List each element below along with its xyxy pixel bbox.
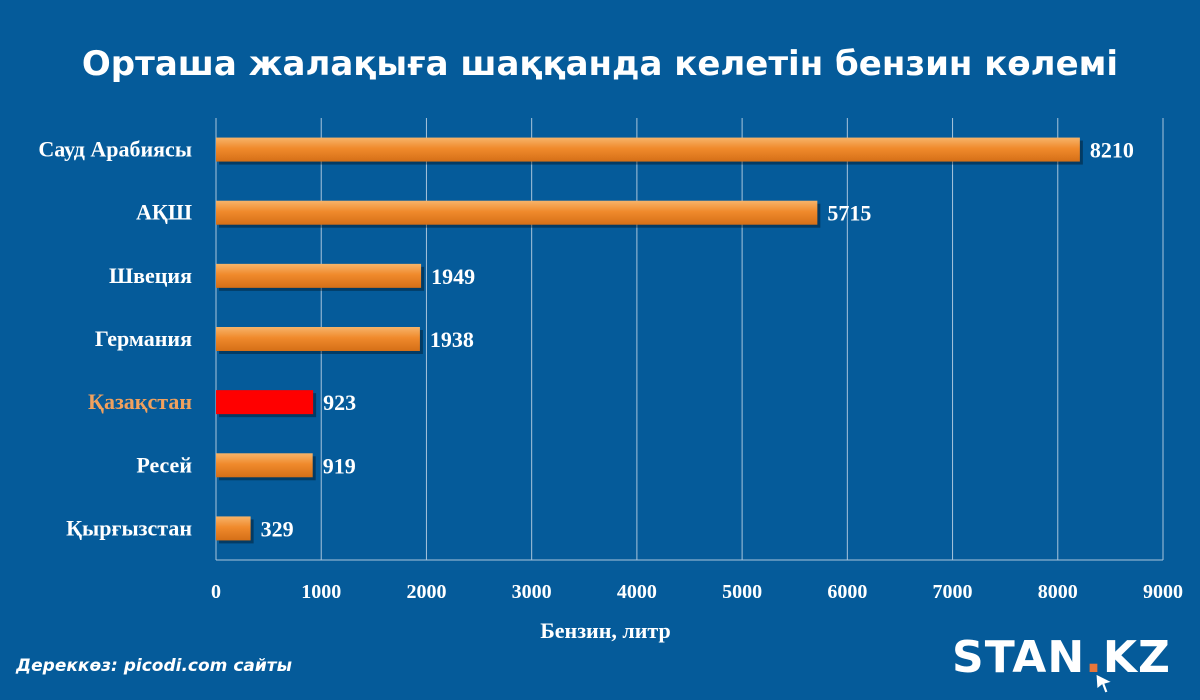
bar xyxy=(216,137,1080,162)
x-tick-label: 6000 xyxy=(827,581,867,603)
stan-kz-logo: STAN.KZ xyxy=(952,632,1171,683)
bars xyxy=(216,137,1083,544)
x-tick-label: 0 xyxy=(211,581,221,603)
data-label: 923 xyxy=(323,390,356,415)
x-tick-label: 2000 xyxy=(406,581,446,603)
category-label: Швеция xyxy=(109,263,192,288)
data-label: 329 xyxy=(261,516,294,541)
bar xyxy=(216,516,251,541)
x-tick-label: 9000 xyxy=(1143,581,1183,603)
x-tick-label: 1000 xyxy=(301,581,341,603)
x-tick-label: 3000 xyxy=(512,581,552,603)
bar xyxy=(216,263,422,288)
data-label: 1949 xyxy=(431,264,475,289)
x-axis-title: Бензин, литр xyxy=(540,618,671,643)
category-label: Сауд Арабиясы xyxy=(38,137,192,162)
x-tick-label: 5000 xyxy=(722,581,762,603)
data-label: 919 xyxy=(323,453,356,478)
bar xyxy=(216,200,818,225)
logo-dot: . xyxy=(1085,632,1103,683)
logo-text-right: KZ xyxy=(1102,632,1171,683)
category-label: АҚШ xyxy=(136,200,192,225)
x-tick-label: 7000 xyxy=(933,581,973,603)
cursor-icon xyxy=(1095,673,1114,694)
data-label: 5715 xyxy=(827,201,871,226)
source-note: Дереккөз: picodi.com сайты xyxy=(16,656,293,676)
chart-title: Орташа жалақыға шаққанда келетін бензин … xyxy=(81,44,1119,84)
bar xyxy=(216,453,313,478)
category-label: Қырғызстан xyxy=(66,515,192,540)
bar xyxy=(216,327,420,351)
x-tick-label: 4000 xyxy=(617,581,657,603)
data-label: 8210 xyxy=(1090,138,1134,163)
x-tick-label: 8000 xyxy=(1038,581,1078,603)
labels: 0 1000 2000 3000 4000 5000 6000 7000 8000 9000 Сау… xyxy=(38,137,1183,643)
category-label: Ресей xyxy=(136,452,192,477)
category-label: Қазақстан xyxy=(88,389,192,414)
logo-text-left: STAN xyxy=(952,632,1086,683)
category-label: Германия xyxy=(95,326,192,351)
data-label: 1938 xyxy=(430,327,474,352)
bar xyxy=(216,390,314,415)
